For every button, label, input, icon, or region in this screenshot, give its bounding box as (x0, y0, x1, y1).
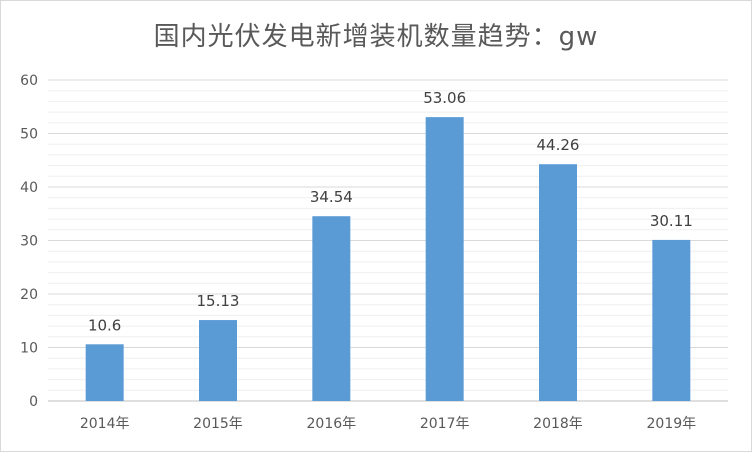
bar-4 (425, 117, 464, 401)
bar-2 (199, 320, 237, 401)
bar-1 (85, 344, 124, 401)
y-tick-label: 60 (20, 73, 38, 89)
y-tick-label: 10 (20, 341, 38, 357)
chart-title: 国内光伏发电新增装机数量趋势：gw (153, 22, 599, 52)
x-axis-ticks: 2014年 2015年 2016年 2017年 2018年 2019年 (80, 416, 696, 432)
bars (85, 117, 691, 401)
y-tick-label: 40 (20, 180, 38, 196)
data-label: 10.6 (88, 316, 121, 334)
x-tick-label: 2014年 (80, 416, 130, 432)
data-label: 44.26 (537, 136, 580, 154)
y-axis-ticks: 0 10 20 30 40 50 60 (20, 73, 38, 410)
y-tick-label: 0 (29, 394, 38, 410)
x-tick-label: 2016年 (307, 416, 357, 432)
x-tick-label: 2015年 (193, 416, 243, 432)
bar-5 (539, 164, 577, 401)
y-tick-label: 30 (20, 234, 38, 250)
data-label: 34.54 (310, 188, 353, 206)
x-tick-label: 2018年 (533, 416, 583, 432)
bar-3 (312, 216, 351, 401)
x-tick-label: 2019年 (647, 416, 697, 432)
data-labels: 10.6 15.13 34.54 53.06 44.26 30.11 (88, 89, 693, 334)
bar-6 (652, 239, 691, 401)
x-tick-label: 2017年 (420, 416, 470, 432)
gridlines (48, 79, 728, 402)
y-tick-label: 20 (20, 287, 38, 303)
data-label: 15.13 (197, 292, 240, 310)
y-tick-label: 50 (20, 127, 38, 143)
data-label: 53.06 (423, 89, 466, 107)
data-label: 30.11 (650, 212, 693, 230)
